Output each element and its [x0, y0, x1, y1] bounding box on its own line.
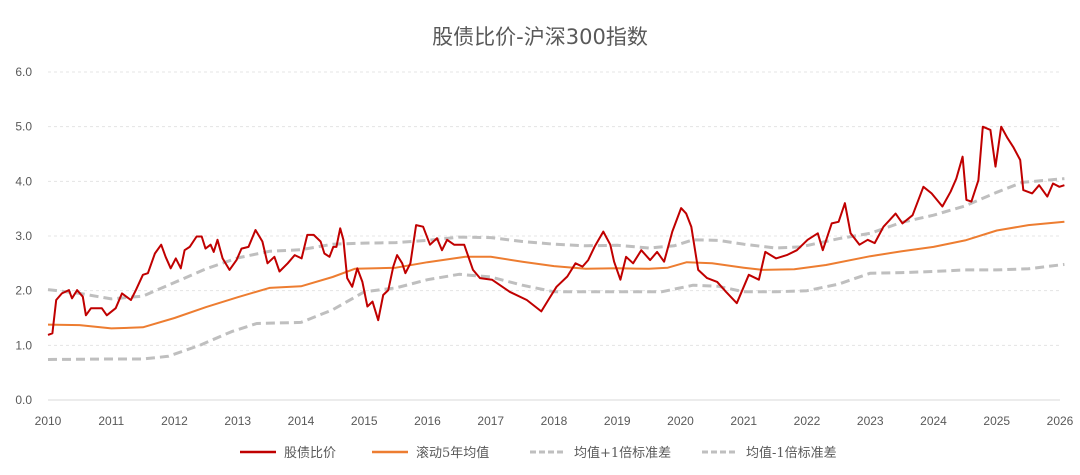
x-tick-label: 2024 — [920, 414, 947, 428]
x-tick-label: 2023 — [857, 414, 884, 428]
legend-item: 均值-1倍标准差 — [702, 445, 837, 461]
x-tick-label: 2020 — [667, 414, 694, 428]
x-tick-label: 2017 — [477, 414, 504, 428]
y-tick-label: 4.0 — [15, 174, 32, 188]
chart-title: 股债比价-沪深300指数 — [432, 25, 648, 49]
x-tick-label: 2012 — [161, 414, 188, 428]
x-tick-label: 2021 — [730, 414, 757, 428]
x-tick-label: 2010 — [35, 414, 62, 428]
y-tick-label: 1.0 — [15, 338, 32, 352]
x-tick-label: 2025 — [983, 414, 1010, 428]
x-tick-label: 2014 — [288, 414, 315, 428]
y-tick-label: 3.0 — [15, 229, 32, 243]
legend-label: 均值+1倍标准差 — [574, 445, 671, 461]
series-line-0 — [47, 125, 1065, 336]
legend-item: 滚动5年均值 — [372, 445, 489, 461]
y-tick-label: 5.0 — [15, 120, 32, 134]
x-tick-label: 2015 — [351, 414, 378, 428]
legend-item: 均值+1倍标准差 — [530, 445, 671, 461]
legend-label: 均值-1倍标准差 — [746, 445, 837, 461]
series-line-1 — [47, 220, 1065, 330]
x-tick-label: 2016 — [414, 414, 441, 428]
y-tick-label: 6.0 — [15, 65, 32, 79]
series-line-3 — [47, 262, 1065, 361]
legend-label: 股债比价 — [284, 446, 336, 461]
x-tick-label: 2022 — [794, 414, 821, 428]
legend-label: 滚动5年均值 — [416, 445, 489, 461]
y-tick-label: 0.0 — [15, 393, 32, 407]
y-tick-label: 2.0 — [15, 284, 32, 298]
x-tick-label: 2018 — [541, 414, 568, 428]
series-line-2 — [47, 177, 1065, 301]
x-tick-label: 2011 — [98, 414, 124, 428]
x-tick-label: 2019 — [604, 414, 631, 428]
x-tick-label: 2026 — [1047, 414, 1074, 428]
x-tick-label: 2013 — [224, 414, 251, 428]
legend-item: 股债比价 — [240, 446, 336, 461]
